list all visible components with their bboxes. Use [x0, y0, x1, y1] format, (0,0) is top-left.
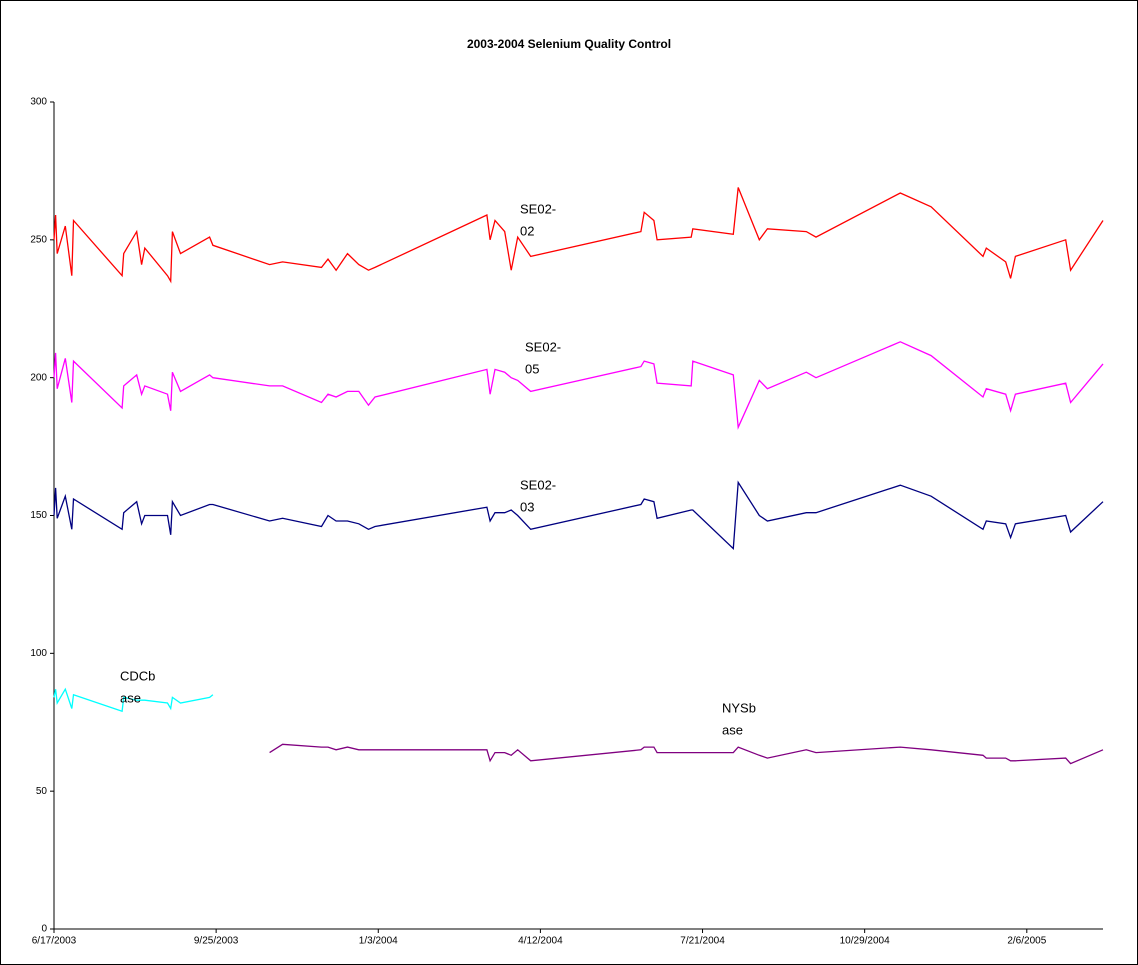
x-tick-label: 6/17/2003 — [32, 936, 77, 947]
y-tick-label: 200 — [30, 372, 47, 383]
series-label: 03 — [520, 499, 534, 514]
series-label: 02 — [520, 223, 534, 238]
x-tick-label: 9/25/2003 — [194, 936, 239, 947]
y-tick-label: 150 — [30, 510, 47, 521]
series-label: CDCb — [120, 668, 155, 683]
series-label: SE02- — [525, 339, 561, 354]
y-tick-label: 0 — [41, 924, 47, 935]
y-tick-label: 100 — [30, 648, 47, 659]
series-line — [53, 480, 1104, 551]
y-tick-label: 300 — [30, 97, 47, 108]
x-tick-label: 10/29/2004 — [840, 936, 890, 947]
series-label: NYSb — [722, 700, 756, 715]
series-line — [53, 341, 1104, 430]
series-label: SE02- — [520, 201, 556, 216]
series-label: 05 — [525, 361, 539, 376]
y-tick-label: 250 — [30, 234, 47, 245]
x-tick-label: 4/12/2004 — [518, 936, 563, 947]
series-label: ase — [722, 722, 743, 737]
series-line — [269, 743, 1104, 765]
x-tick-label: 2/6/2005 — [1007, 936, 1046, 947]
x-tick-label: 7/21/2004 — [680, 936, 725, 947]
series-line — [53, 187, 1104, 284]
series-line — [53, 687, 214, 713]
series-label: ase — [120, 690, 141, 705]
y-tick-label: 50 — [36, 786, 48, 797]
x-tick-label: 1/3/2004 — [359, 936, 398, 947]
series-label: SE02- — [520, 477, 556, 492]
chart-title: 2003-2004 Selenium Quality Control — [467, 37, 671, 51]
